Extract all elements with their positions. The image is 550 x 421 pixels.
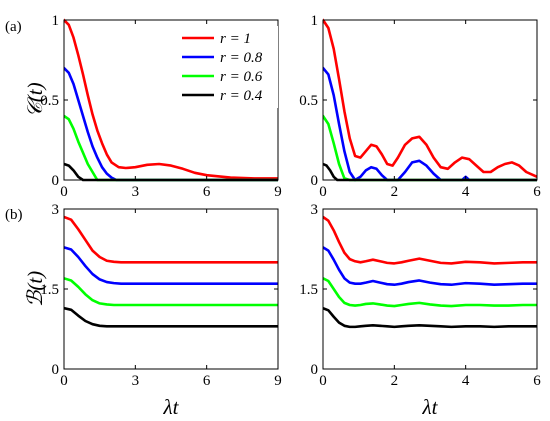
panel-bottom-right: 0 2 4 6 0 1.5 3 bbox=[299, 202, 541, 389]
y-axis-label-top: 𝒞(t) bbox=[23, 82, 47, 117]
panel-label-b: (b) bbox=[5, 207, 23, 223]
series-line-r-0-8 bbox=[64, 246, 278, 285]
series-line-r-0-4 bbox=[323, 162, 537, 182]
x-tick-label: 6 bbox=[533, 373, 541, 389]
x-tick-label: 6 bbox=[533, 184, 541, 200]
panel-label-a: (a) bbox=[5, 19, 22, 35]
legend-label: r = 0.6 bbox=[220, 69, 263, 85]
x-tick-label: 6 bbox=[203, 373, 211, 389]
legend: r = 1 r = 0.8 r = 0.6 r = 0.4 bbox=[176, 26, 278, 108]
legend-entry: r = 1 bbox=[182, 31, 251, 47]
y-tick-label: 1.5 bbox=[40, 282, 59, 298]
series-line-r-1 bbox=[323, 215, 537, 265]
x-tick-label: 3 bbox=[132, 184, 140, 200]
series-line-r-0-8 bbox=[323, 246, 537, 287]
x-tick-label: 4 bbox=[462, 184, 470, 200]
x-tick-label: 4 bbox=[462, 373, 470, 389]
x-tick-label: 0 bbox=[60, 373, 68, 389]
x-axis-label-left: λt bbox=[163, 395, 180, 419]
y-tick-label: 0 bbox=[311, 173, 319, 189]
panel-bottom-left: 0 3 6 9 0 1.5 3 bbox=[40, 202, 282, 389]
x-tick-label: 0 bbox=[319, 184, 327, 200]
y-tick-label: 3 bbox=[311, 202, 319, 218]
series-line-r-1 bbox=[64, 18, 278, 180]
x-axis-label-right: λt bbox=[422, 395, 439, 419]
x-tick-label: 0 bbox=[319, 373, 327, 389]
y-tick-label: 1 bbox=[311, 13, 319, 29]
legend-entry: r = 0.8 bbox=[182, 50, 263, 66]
x-tick-label: 6 bbox=[203, 184, 211, 200]
y-tick-label: 0 bbox=[311, 362, 319, 378]
legend-label: r = 0.4 bbox=[220, 88, 263, 104]
x-tick-label: 0 bbox=[60, 184, 68, 200]
series-line-r-0-6 bbox=[64, 277, 278, 307]
panel-top-right: 0 2 4 6 0 0.5 1 bbox=[299, 13, 541, 200]
axes-frame bbox=[322, 208, 538, 370]
y-tick-label: 0 bbox=[52, 362, 60, 378]
series-line-r-1 bbox=[323, 18, 537, 179]
x-tick-label: 2 bbox=[391, 184, 399, 200]
x-tick-label: 3 bbox=[132, 373, 140, 389]
x-tick-label: 2 bbox=[391, 373, 399, 389]
y-tick-label: 0.5 bbox=[299, 93, 318, 109]
legend-label: r = 1 bbox=[220, 31, 251, 47]
y-tick-label: 3 bbox=[52, 202, 60, 218]
panel-top-left: 0 3 6 9 0 0.5 1 bbox=[40, 13, 282, 200]
y-tick-label: 1 bbox=[52, 13, 60, 29]
x-tick-label: 9 bbox=[274, 184, 282, 200]
x-tick-label: 9 bbox=[274, 373, 282, 389]
series-line-r-1 bbox=[64, 215, 278, 264]
legend-label: r = 0.8 bbox=[220, 50, 263, 66]
series-line-r-0-4 bbox=[323, 306, 537, 329]
axes-frame bbox=[63, 208, 279, 370]
y-tick-label: 1.5 bbox=[299, 282, 318, 298]
y-tick-label: 0 bbox=[52, 173, 60, 189]
y-tick-label: 0.5 bbox=[40, 93, 59, 109]
plot-panels: 0 3 6 900.510 2 4 600.510 3 6 901.530 2 4 601.53 bbox=[40, 13, 541, 389]
legend-entry: r = 0.4 bbox=[182, 88, 263, 104]
series-line-r-0-4 bbox=[64, 306, 278, 328]
y-axis-label-bottom: ℬ(t) bbox=[23, 271, 47, 307]
series-line-r-0-6 bbox=[323, 277, 537, 308]
legend-entry: r = 0.6 bbox=[182, 69, 263, 85]
